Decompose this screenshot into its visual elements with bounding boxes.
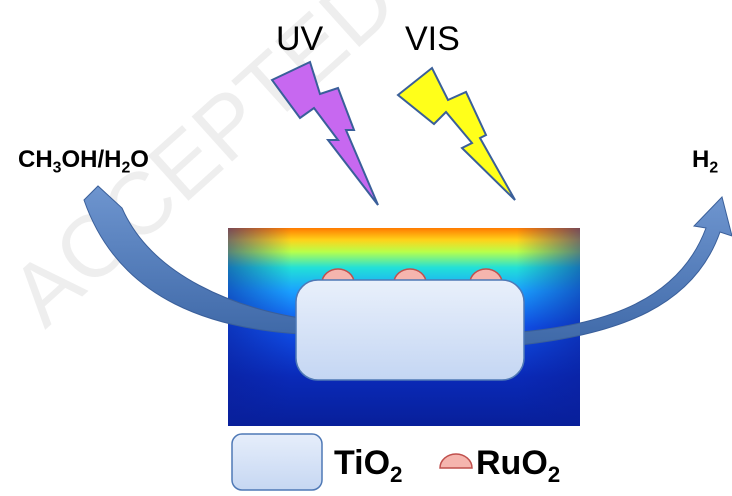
- legend-tio2-label-subscript: 2: [390, 461, 403, 487]
- reactant-label-subscript: 3: [52, 159, 62, 177]
- product-label: H2: [692, 146, 719, 177]
- legend-tio2-swatch: [231, 433, 323, 491]
- product-label-text: H: [692, 146, 710, 173]
- reactant-label-text: O: [130, 146, 149, 173]
- uv-bolt-icon: [270, 60, 379, 206]
- vis-label: VIS: [405, 20, 460, 58]
- product-arrow: [519, 196, 732, 346]
- reactant-label-text: OH/H: [61, 146, 122, 173]
- legend-ruo2-label-text: RuO: [476, 444, 548, 482]
- product-label-subscript: 2: [709, 159, 719, 177]
- reactant-label-subscript: 2: [121, 159, 131, 177]
- legend-ruo2-label-subscript: 2: [547, 461, 561, 487]
- vis-bolt-icon: [396, 66, 516, 201]
- legend-tio2-label: TiO2: [334, 444, 403, 486]
- legend-tio2-label-text: TiO: [334, 444, 391, 482]
- reactant-label: CH3OH/H2O: [18, 146, 149, 177]
- legend-ruo2-swatch: [439, 453, 473, 469]
- tio2-particle: [295, 279, 525, 381]
- reactant-label-text: CH: [18, 146, 53, 173]
- uv-label: UV: [276, 20, 324, 58]
- legend-ruo2-label: RuO2: [476, 444, 560, 486]
